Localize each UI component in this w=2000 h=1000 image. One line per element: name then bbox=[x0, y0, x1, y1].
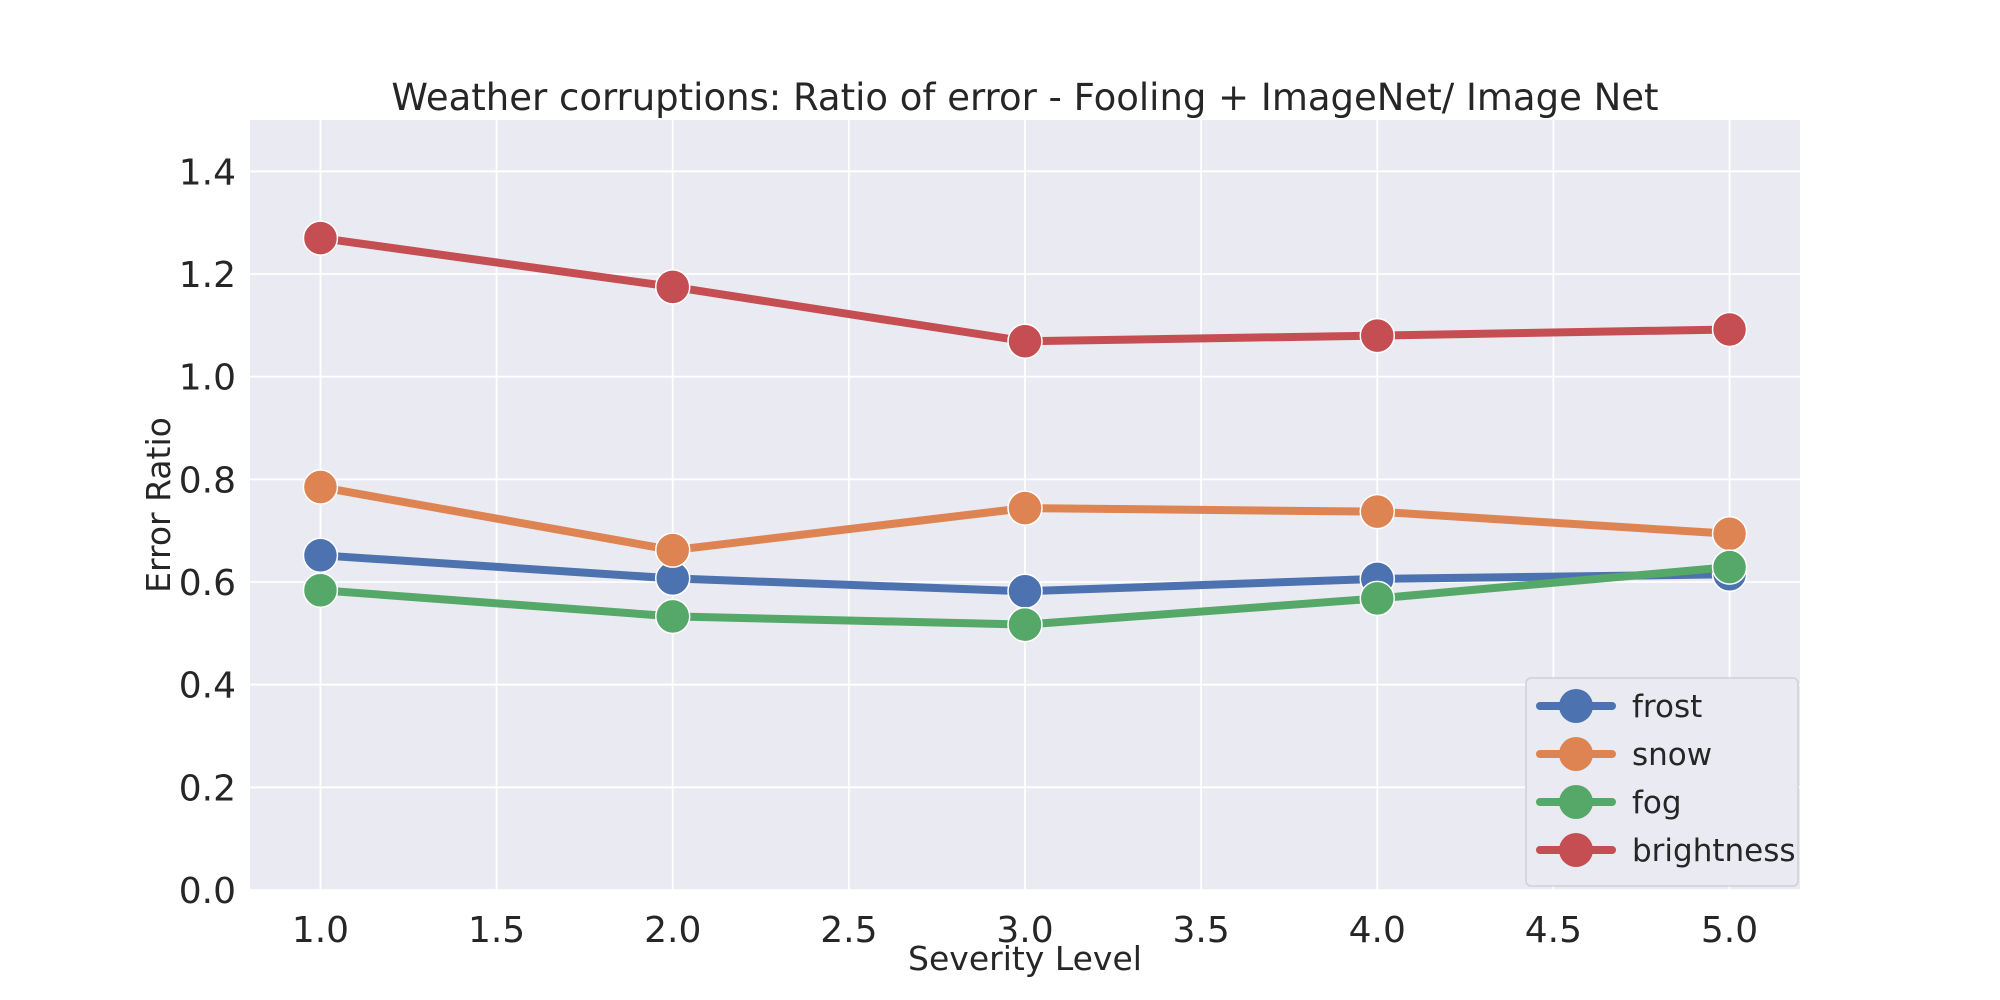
legend-label: fog bbox=[1632, 785, 1682, 821]
data-point-brightness bbox=[302, 220, 339, 256]
y-axis-label: Error Ratio bbox=[139, 417, 178, 593]
x-tick-label: 1.0 bbox=[292, 910, 349, 951]
data-point-fog bbox=[302, 572, 339, 608]
data-point-fog bbox=[1711, 549, 1748, 585]
legend-swatch-marker bbox=[1559, 833, 1593, 867]
data-point-frost bbox=[302, 537, 339, 574]
x-tick-label: 2.5 bbox=[820, 910, 877, 951]
x-tick-label: 3.5 bbox=[1173, 910, 1230, 951]
series-fog bbox=[302, 549, 1748, 643]
legend-item-snow: snow bbox=[1536, 737, 1712, 773]
series-brightness bbox=[302, 220, 1748, 359]
y-tick-label: 1.0 bbox=[179, 358, 236, 399]
x-tick-label: 4.0 bbox=[1349, 910, 1406, 951]
legend-label: snow bbox=[1632, 737, 1712, 773]
data-point-brightness bbox=[654, 269, 691, 305]
data-point-snow bbox=[1359, 493, 1396, 530]
y-tick-label: 0.2 bbox=[179, 768, 236, 809]
legend: frost snow fog brightness bbox=[1525, 677, 1799, 887]
legend-swatch-marker bbox=[1559, 689, 1593, 723]
data-point-brightness bbox=[1007, 323, 1043, 359]
legend-item-brightness: brightness bbox=[1536, 833, 1796, 869]
data-point-brightness bbox=[1359, 317, 1396, 354]
tick-labels: 1.0 1.5 2.0 2.5 3.0 3.5 4.0 4.5 5.0 0.0 0.2 0.4 0.6 0… bbox=[179, 152, 1758, 951]
legend-item-frost: frost bbox=[1536, 689, 1702, 725]
x-tick-label: 2.0 bbox=[644, 910, 701, 951]
legend-item-fog: fog bbox=[1536, 785, 1682, 821]
y-tick-label: 0.4 bbox=[179, 666, 236, 707]
y-tick-label: 1.4 bbox=[179, 152, 236, 193]
data-point-frost bbox=[1007, 573, 1043, 609]
x-tick-label: 3.0 bbox=[996, 910, 1053, 951]
data-point-snow bbox=[302, 469, 339, 505]
x-tick-label: 5.0 bbox=[1701, 910, 1758, 951]
x-axis-label: Severity Level bbox=[908, 939, 1142, 978]
data-point-brightness bbox=[1711, 311, 1748, 348]
data-point-fog bbox=[1007, 606, 1043, 643]
legend-swatch-marker bbox=[1559, 737, 1593, 771]
y-tick-label: 0.6 bbox=[179, 563, 236, 604]
legend-swatch-marker bbox=[1559, 785, 1593, 819]
data-point-snow bbox=[1007, 490, 1043, 526]
x-tick-label: 4.5 bbox=[1525, 910, 1582, 951]
data-point-fog bbox=[654, 598, 691, 635]
y-tick-label: 0.8 bbox=[179, 460, 236, 501]
y-tick-label: 1.2 bbox=[179, 255, 236, 296]
data-point-snow bbox=[654, 532, 691, 568]
x-tick-label: 1.5 bbox=[468, 910, 525, 951]
legend-label: frost bbox=[1632, 689, 1702, 725]
data-point-snow bbox=[1711, 515, 1748, 552]
legend-box bbox=[1525, 677, 1799, 887]
series-snow bbox=[302, 469, 1748, 568]
legend-label: brightness bbox=[1632, 833, 1796, 869]
series-layer bbox=[302, 220, 1748, 643]
chart-title: Weather corruptions: Ratio of error - Fo… bbox=[391, 76, 1658, 119]
y-tick-label: 0.0 bbox=[179, 871, 236, 912]
data-point-fog bbox=[1359, 580, 1396, 617]
